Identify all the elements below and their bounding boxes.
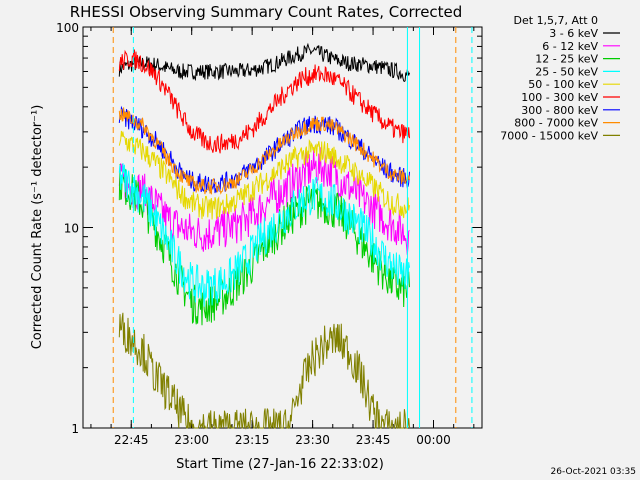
y-tick-label: 10 xyxy=(64,222,79,236)
y-tick-labels: 100 10 1 xyxy=(56,21,79,436)
series-line-7 xyxy=(118,107,410,195)
x-tick-label: 23:00 xyxy=(174,433,209,447)
legend-label: 3 - 6 keV xyxy=(549,27,598,40)
legend-label: 800 - 7000 keV xyxy=(514,117,598,130)
series-line-8 xyxy=(118,312,410,430)
legend-label: 6 - 12 keV xyxy=(542,40,598,53)
series-line-0 xyxy=(118,42,410,83)
legend-label: 12 - 25 keV xyxy=(535,53,598,66)
legend-label: 50 - 100 keV xyxy=(528,78,598,91)
legend-label: 7000 - 15000 keV xyxy=(500,129,598,142)
chart-title: RHESSI Observing Summary Count Rates, Co… xyxy=(70,3,463,21)
series-line-4 xyxy=(118,130,410,220)
x-axis-label: Start Time (27-Jan-16 22:33:02) xyxy=(176,457,384,472)
y-tick-label: 1 xyxy=(71,422,79,436)
series-line-3 xyxy=(118,163,410,307)
x-tick-label: 23:15 xyxy=(235,433,270,447)
legend-header: Det 1,5,7, Att 0 xyxy=(514,14,598,27)
legend-label: 100 - 300 keV xyxy=(521,91,598,104)
x-tick-label: 23:30 xyxy=(295,433,330,447)
vertical-markers xyxy=(112,27,473,428)
series-line-1 xyxy=(118,147,410,255)
legend-label: 25 - 50 keV xyxy=(535,65,598,78)
x-tick-label: 22:45 xyxy=(114,433,149,447)
footer-timestamp: 26-Oct-2021 03:35 xyxy=(551,467,636,477)
y-tick-label: 100 xyxy=(56,21,79,35)
x-tick-labels: 22:45 23:00 23:15 23:30 23:45 00:00 xyxy=(114,433,451,447)
legend-label: 300 - 800 keV xyxy=(521,104,598,117)
series-line-5 xyxy=(118,49,410,154)
x-tick-label: 00:00 xyxy=(416,433,451,447)
series-layer xyxy=(118,42,410,430)
x-tick-label: 23:45 xyxy=(356,433,391,447)
y-axis-label: Corrected Count Rate (s⁻¹ detector⁻¹) xyxy=(30,105,45,350)
